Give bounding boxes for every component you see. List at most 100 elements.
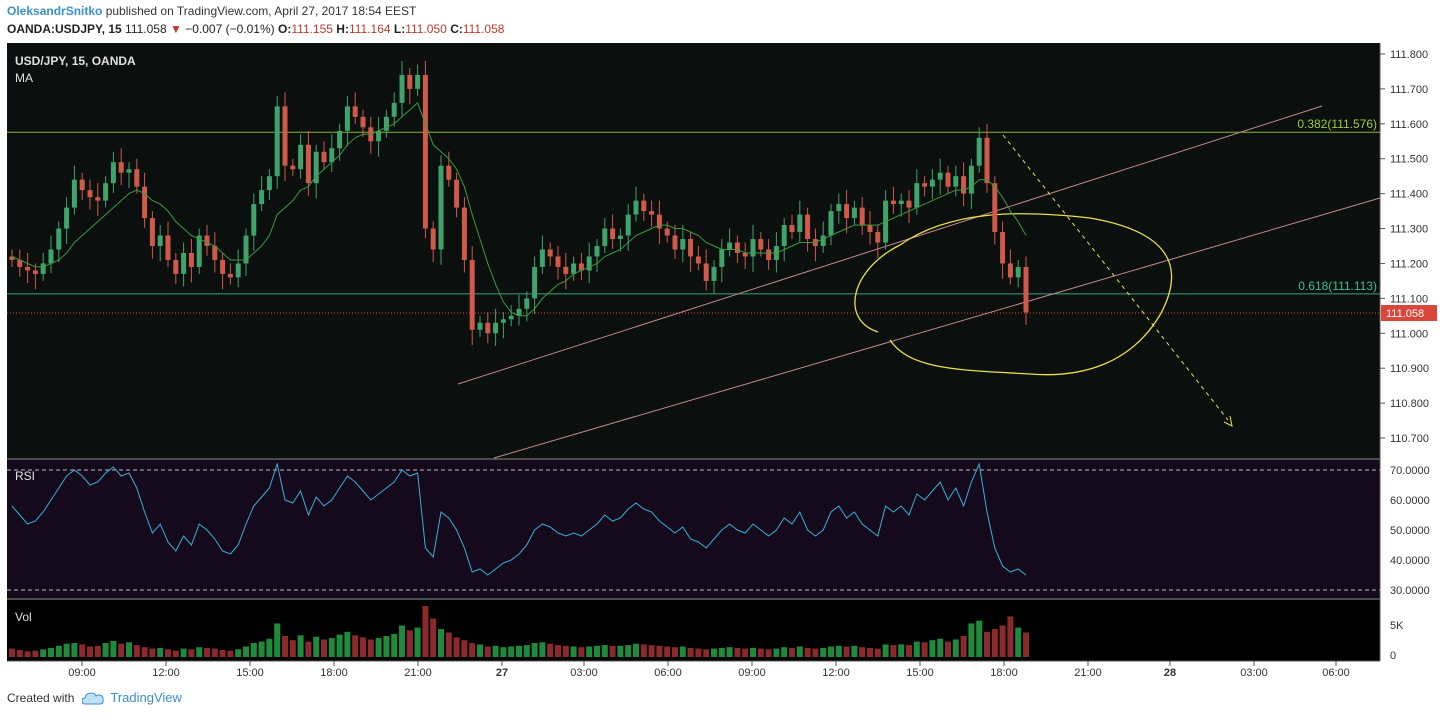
price-tick-label: 111.700	[1390, 84, 1428, 96]
volume-bar	[882, 644, 889, 657]
volume-bar	[991, 629, 998, 657]
candle-body	[625, 214, 631, 236]
price-tick-label: 111.400	[1390, 189, 1428, 201]
candle-body	[703, 263, 709, 281]
candle-body	[391, 102, 397, 117]
volume-label: Vol	[15, 610, 32, 624]
volume-bar	[399, 625, 405, 657]
volume-bar	[734, 647, 741, 657]
volume-bar	[79, 644, 86, 657]
candle-body	[110, 162, 116, 184]
rsi-tick-label: 70.0000	[1390, 465, 1430, 477]
candle-body	[227, 273, 233, 278]
candle-body	[376, 130, 382, 142]
candle-body	[524, 298, 530, 309]
candle-body	[181, 252, 187, 274]
volume-bar	[672, 647, 678, 657]
candle-body	[633, 200, 639, 215]
candle-body	[610, 228, 616, 240]
candle-body	[118, 162, 124, 173]
candle-body	[25, 266, 31, 271]
volume-bar	[921, 642, 928, 657]
volume-bar	[87, 646, 93, 657]
time-tick-label: 15:00	[236, 667, 264, 679]
rsi-tick-label: 30.0000	[1390, 585, 1430, 597]
candle-body	[961, 176, 967, 194]
candle-body	[758, 239, 764, 250]
candle-body	[79, 179, 85, 191]
volume-tick-label: 0	[1390, 650, 1396, 662]
volume-bar	[321, 639, 327, 657]
volume-bar	[508, 646, 515, 657]
volume-bar	[757, 648, 764, 657]
rsi-line	[11, 462, 1027, 576]
volume-bar	[204, 647, 210, 657]
volume-bar	[445, 632, 452, 657]
volume-bar	[414, 627, 421, 657]
price-tick-label: 110.700	[1390, 433, 1429, 445]
candle-body	[243, 235, 249, 264]
volume-bar	[266, 638, 273, 657]
candle-body	[844, 204, 850, 219]
volume-bar	[968, 623, 975, 657]
candle-body	[836, 204, 842, 212]
candle-body	[851, 207, 857, 219]
down-arrow-icon: ▼	[170, 22, 182, 36]
candle-body	[906, 200, 912, 208]
volume-bar	[890, 645, 897, 657]
time-tick-label: 09:00	[68, 667, 96, 679]
candle-body	[469, 259, 475, 330]
channel-upper-line	[457, 105, 1323, 385]
candle-body	[446, 165, 452, 180]
volume-bar	[250, 643, 257, 657]
volume-bar	[344, 631, 351, 657]
candle-body	[532, 266, 538, 299]
candle-body	[539, 249, 545, 267]
volume-bar	[679, 646, 686, 657]
tradingview-link[interactable]: TradingView	[110, 690, 182, 705]
candle-body	[40, 263, 46, 274]
candle-body	[578, 263, 584, 271]
last-price-value: 111.058	[1386, 308, 1424, 320]
candle-body	[797, 214, 803, 233]
volume-bar	[180, 648, 187, 657]
candle-body	[976, 137, 982, 166]
candle-body	[157, 235, 163, 246]
volume-bar	[711, 648, 717, 657]
volume-bar	[664, 646, 671, 657]
candle-body	[547, 249, 553, 257]
volume-bar	[742, 648, 749, 657]
candle-body	[750, 239, 756, 257]
volume-bar	[648, 645, 655, 657]
candle-body	[992, 183, 998, 233]
volume-bar	[289, 640, 296, 657]
volume-bar	[913, 641, 920, 657]
candle-body	[602, 228, 608, 246]
volume-bar	[484, 646, 491, 657]
candle-body	[789, 225, 795, 233]
fib-level-label: 0.382(111.576)	[1297, 117, 1377, 131]
time-tick-label: 06:00	[654, 667, 682, 679]
volume-bar	[594, 645, 600, 657]
volume-bar	[601, 645, 608, 657]
volume-bar	[1007, 616, 1014, 657]
volume-bar	[867, 647, 873, 657]
volume-bar	[1015, 627, 1022, 657]
candle-body	[617, 235, 623, 240]
time-tick-label: 12:00	[822, 667, 850, 679]
candle-body	[485, 322, 491, 334]
time-tick-label: 15:00	[906, 667, 934, 679]
candle-body	[212, 246, 218, 260]
author-link[interactable]: OleksandrSnitko	[7, 4, 103, 18]
candle-body	[742, 252, 748, 257]
volume-bar	[828, 646, 834, 657]
volume-bar	[360, 637, 366, 657]
candle-body	[64, 207, 70, 229]
candle-body	[937, 172, 943, 180]
volume-bar	[48, 647, 54, 657]
volume-bar	[562, 645, 569, 657]
volume-bar	[453, 637, 460, 657]
fib-level-label: 0.618(111.113)	[1298, 279, 1377, 293]
created-with-text: Created with	[7, 690, 75, 705]
